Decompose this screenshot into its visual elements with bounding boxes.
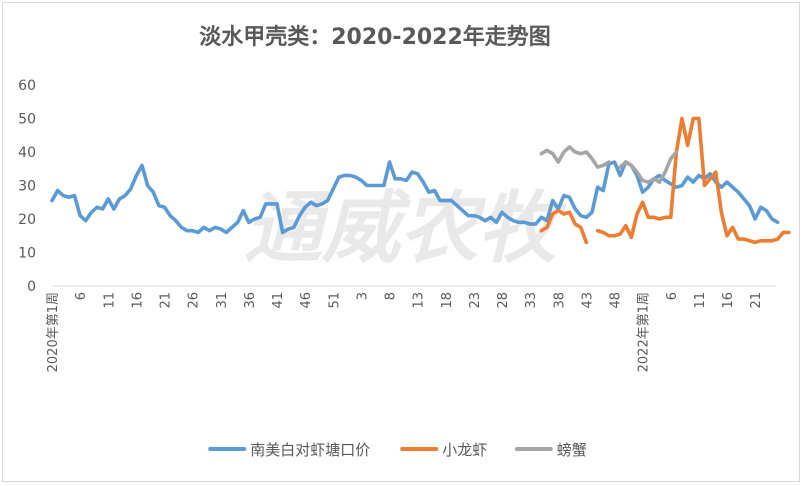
x-tick-label: 41	[271, 292, 286, 309]
x-tick-label: 21	[749, 292, 764, 309]
x-tick-label: 11	[693, 292, 708, 309]
series-line-1	[50, 160, 780, 235]
y-tick-label: 50	[18, 112, 36, 128]
x-tick-label: 16	[130, 292, 145, 309]
x-tick-label: 18	[440, 292, 455, 309]
x-tick-label: 16	[721, 292, 736, 309]
x-tick-label: 21	[159, 292, 174, 309]
series-line-2-segment-2	[595, 116, 791, 245]
x-tick-label: 8	[384, 292, 399, 300]
x-tick-label: 6	[74, 292, 89, 300]
y-tick-label: 20	[18, 212, 36, 228]
y-tick-label: 40	[18, 145, 36, 161]
legend-label-2: 小龙虾	[442, 441, 487, 459]
x-tick-label: 28	[496, 292, 511, 309]
series-line-3-segment-2	[618, 150, 679, 184]
y-tick-label: 10	[18, 246, 36, 262]
x-tick-label: 6	[665, 292, 680, 300]
x-tick-label: 43	[580, 292, 595, 309]
legend: 南美白对虾塘口价 小龙虾 螃蟹	[208, 441, 587, 459]
y-tick-label: 0	[27, 279, 36, 295]
x-tick-label: 23	[468, 292, 483, 309]
x-tick-label: 11	[102, 292, 117, 309]
x-tick-label: 13	[412, 292, 427, 309]
x-tick-label: 38	[552, 292, 567, 309]
y-tick-label: 30	[18, 179, 36, 195]
watermark-text: 通威农牧	[244, 184, 567, 274]
series-line-3-segment-1	[539, 145, 611, 169]
x-tick-label: 2022年第1周	[637, 292, 652, 372]
x-tick-label: 36	[243, 292, 258, 309]
x-tick-label: 33	[524, 292, 539, 309]
x-tick-label: 31	[215, 292, 230, 309]
x-tick-label: 46	[299, 292, 314, 309]
legend-label-3: 螃蟹	[557, 441, 587, 459]
x-tick-label: 48	[609, 292, 624, 309]
x-tick-label: 26	[187, 292, 202, 309]
x-tick-label: 3	[355, 292, 370, 300]
chart-title: 淡水甲壳类：2020-2022年走势图	[199, 24, 551, 50]
x-axis-ticks: 2020年第1周 6 11 16 21 26 31 36 41 46 51 3 8 13 18 23 28 33 3…	[46, 292, 764, 372]
series-layer	[50, 116, 791, 245]
legend-label-1: 南美白对虾塘口价	[250, 441, 370, 459]
y-tick-label: 60	[18, 78, 36, 94]
series-line-2-segment-1	[539, 208, 589, 245]
x-tick-label: 51	[327, 292, 342, 309]
x-tick-label: 2020年第1周	[46, 292, 61, 372]
y-axis-ticks: 0 10 20 30 40 50 60	[18, 78, 36, 295]
